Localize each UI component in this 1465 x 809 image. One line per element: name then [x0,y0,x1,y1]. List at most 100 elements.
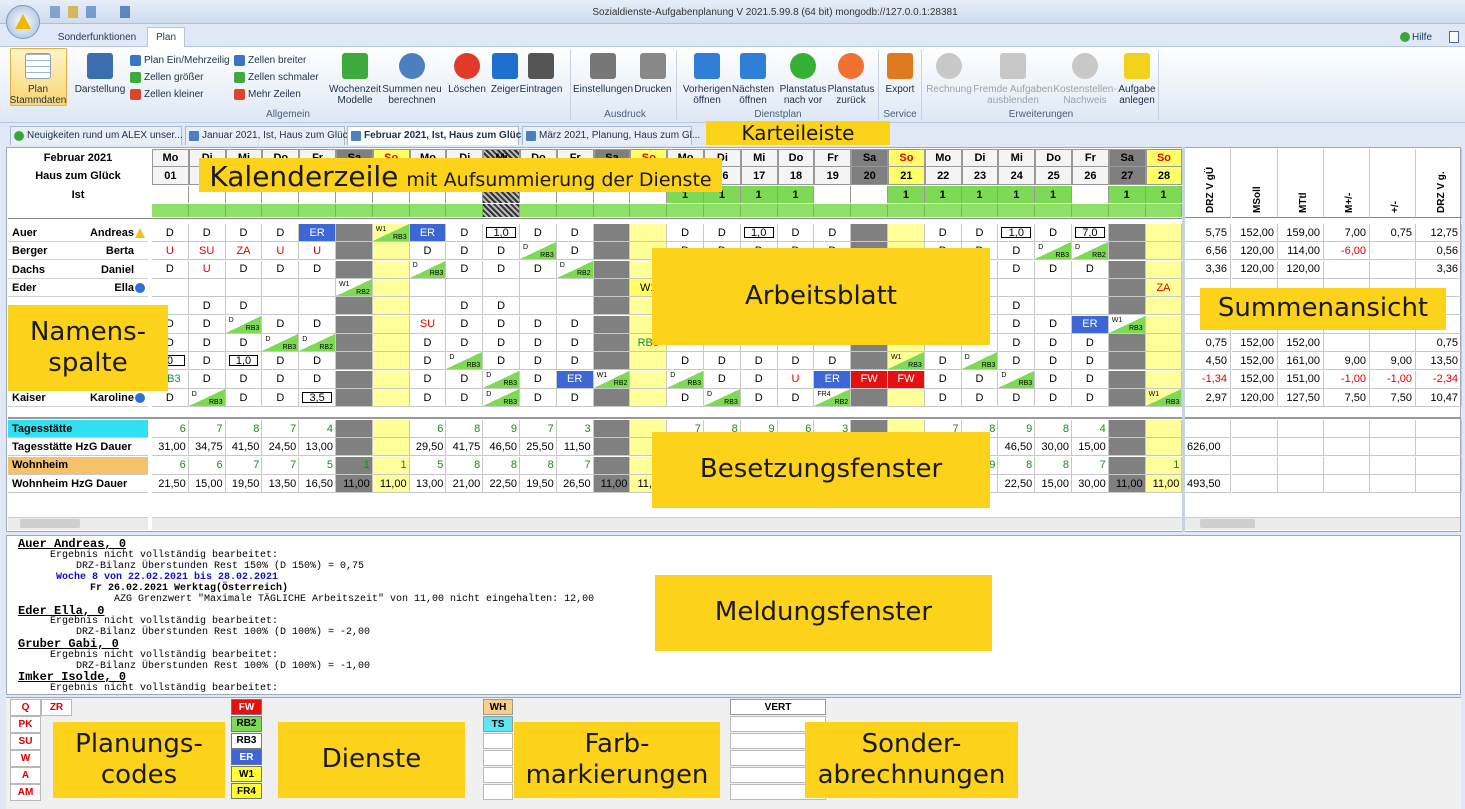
plan-cell: ER [556,370,594,389]
cell-code: FW [851,370,887,388]
occupancy-cell: 21,00 [446,475,484,494]
plan-cell: D [667,352,704,371]
occupancy-cell: 8 [225,420,263,438]
cell-code: D [423,244,432,257]
plan-cell: D [1035,260,1072,279]
occupancy-cell: 5 [299,456,336,475]
group-separator [921,50,922,120]
occupancy-value: 13,50 [268,477,297,490]
summary-cell: -2,34 [1416,370,1462,389]
occupancy-value: 7 [216,422,223,435]
plan-cell: 3,5 [299,389,336,408]
plan-cell [1145,352,1183,371]
plan-cell [1145,370,1183,389]
cell-code: U [791,373,800,386]
occupancy-summary-cell [1324,438,1370,457]
plan-cell [372,242,410,261]
plan-cell: D [299,370,336,389]
plan-cell: U [299,242,336,261]
service-sum-bar [777,204,815,217]
summary-cell: -1,00 [1370,370,1416,389]
plan-cell [520,297,557,316]
plan-cell [1108,279,1146,298]
occupancy-value: 8 [731,422,738,435]
occupancy-cell [1108,420,1146,438]
cell-code: RB3 [1055,251,1069,259]
plan-cell [556,297,594,316]
cell-code: U [165,244,174,257]
summary-cell: 2,97 [1185,389,1231,408]
plan-cell [152,279,189,298]
occupancy-summary-cell [1324,456,1370,475]
occupancy-cell: 9 [483,420,520,438]
summary-value: 0,75 [1436,336,1458,349]
plan-cell: D [556,224,594,242]
plan-cell [630,224,668,242]
plan-cell: D [998,334,1036,353]
plan-house: Haus zum Glück [35,170,121,182]
plan-cell [409,279,447,298]
planning-code: W [10,750,41,767]
plan-cell: D [152,260,189,279]
cell-code: D [239,373,248,386]
plan-cell: D [446,224,484,242]
occupancy-cell: 9 [998,420,1036,438]
quick-access [50,6,200,18]
cell-code: 1,0 [226,352,262,369]
summary-cell: -6,00 [1324,242,1370,261]
document-tab-label: Februar 2021, Ist, Haus zum Glück [364,130,527,141]
cell-code: D [165,226,174,239]
total-cell [152,186,189,203]
cell-code: D [239,391,248,404]
ribbon-small-button: Zellen breiter [248,54,307,66]
total-cell: 1 [777,186,815,203]
callout: Arbeitsblatt [652,248,990,345]
plan-cell: D [1072,334,1109,353]
cell-code: D [202,226,211,239]
plan-cell [1108,389,1146,408]
ribbon-button-label: nach vor [783,94,823,106]
occupancy-summary-cell [1278,456,1324,475]
plan-cell: D [998,352,1036,371]
plan-cell: D [409,389,447,408]
occupancy-summary-cell: 493,50 [1185,475,1231,494]
occupancy-summary-cell [1324,420,1370,438]
date-header: 22 [924,167,962,185]
plan-cell: D [998,389,1036,408]
occupancy-value: 41,50 [231,440,260,453]
cell-code: D [559,262,565,270]
cell-code: SU [419,318,436,331]
occupancy-summary-cell [1232,420,1278,438]
cell-code: D [1049,263,1058,276]
message-line: Ergebnis nicht vollständig bearbeitet: [50,549,279,561]
plan-cell: D [262,389,300,408]
date-header: 18 [777,167,815,185]
cell-code: ZA [1156,281,1171,294]
summary-cell: 161,00 [1278,352,1324,371]
plan-cell: D RB3 [520,242,557,261]
summary-value: 120,00 [1240,391,1274,404]
cell-code: RB3 [981,361,996,369]
app-logo [6,5,40,39]
cell-code: D [191,390,197,398]
occupancy-value: 24,50 [268,440,297,453]
staff-firstname: Karoline [89,392,134,405]
summary-cell: 120,00 [1232,389,1278,408]
plan-cell: D [483,242,520,261]
occupancy-cell: 41,50 [225,438,263,457]
cell-code: D [302,335,308,343]
occupancy-value: 8 [547,459,554,472]
plan-cell: D [299,260,336,279]
summary-value: 114,00 [1287,244,1320,257]
staff-firstname: Ella [114,282,134,295]
cell-code: 1,0 [483,224,519,241]
help-icon [1400,32,1410,42]
plan-cell: D [446,260,484,279]
occupancy-value: 6 [216,459,223,472]
plan-cell: D [409,334,447,353]
plan-cell: D [740,370,778,389]
plan-cell: D [556,315,594,334]
name-cell [8,261,148,279]
plan-cell: D [188,370,226,389]
plan-cell: ER [409,224,447,242]
